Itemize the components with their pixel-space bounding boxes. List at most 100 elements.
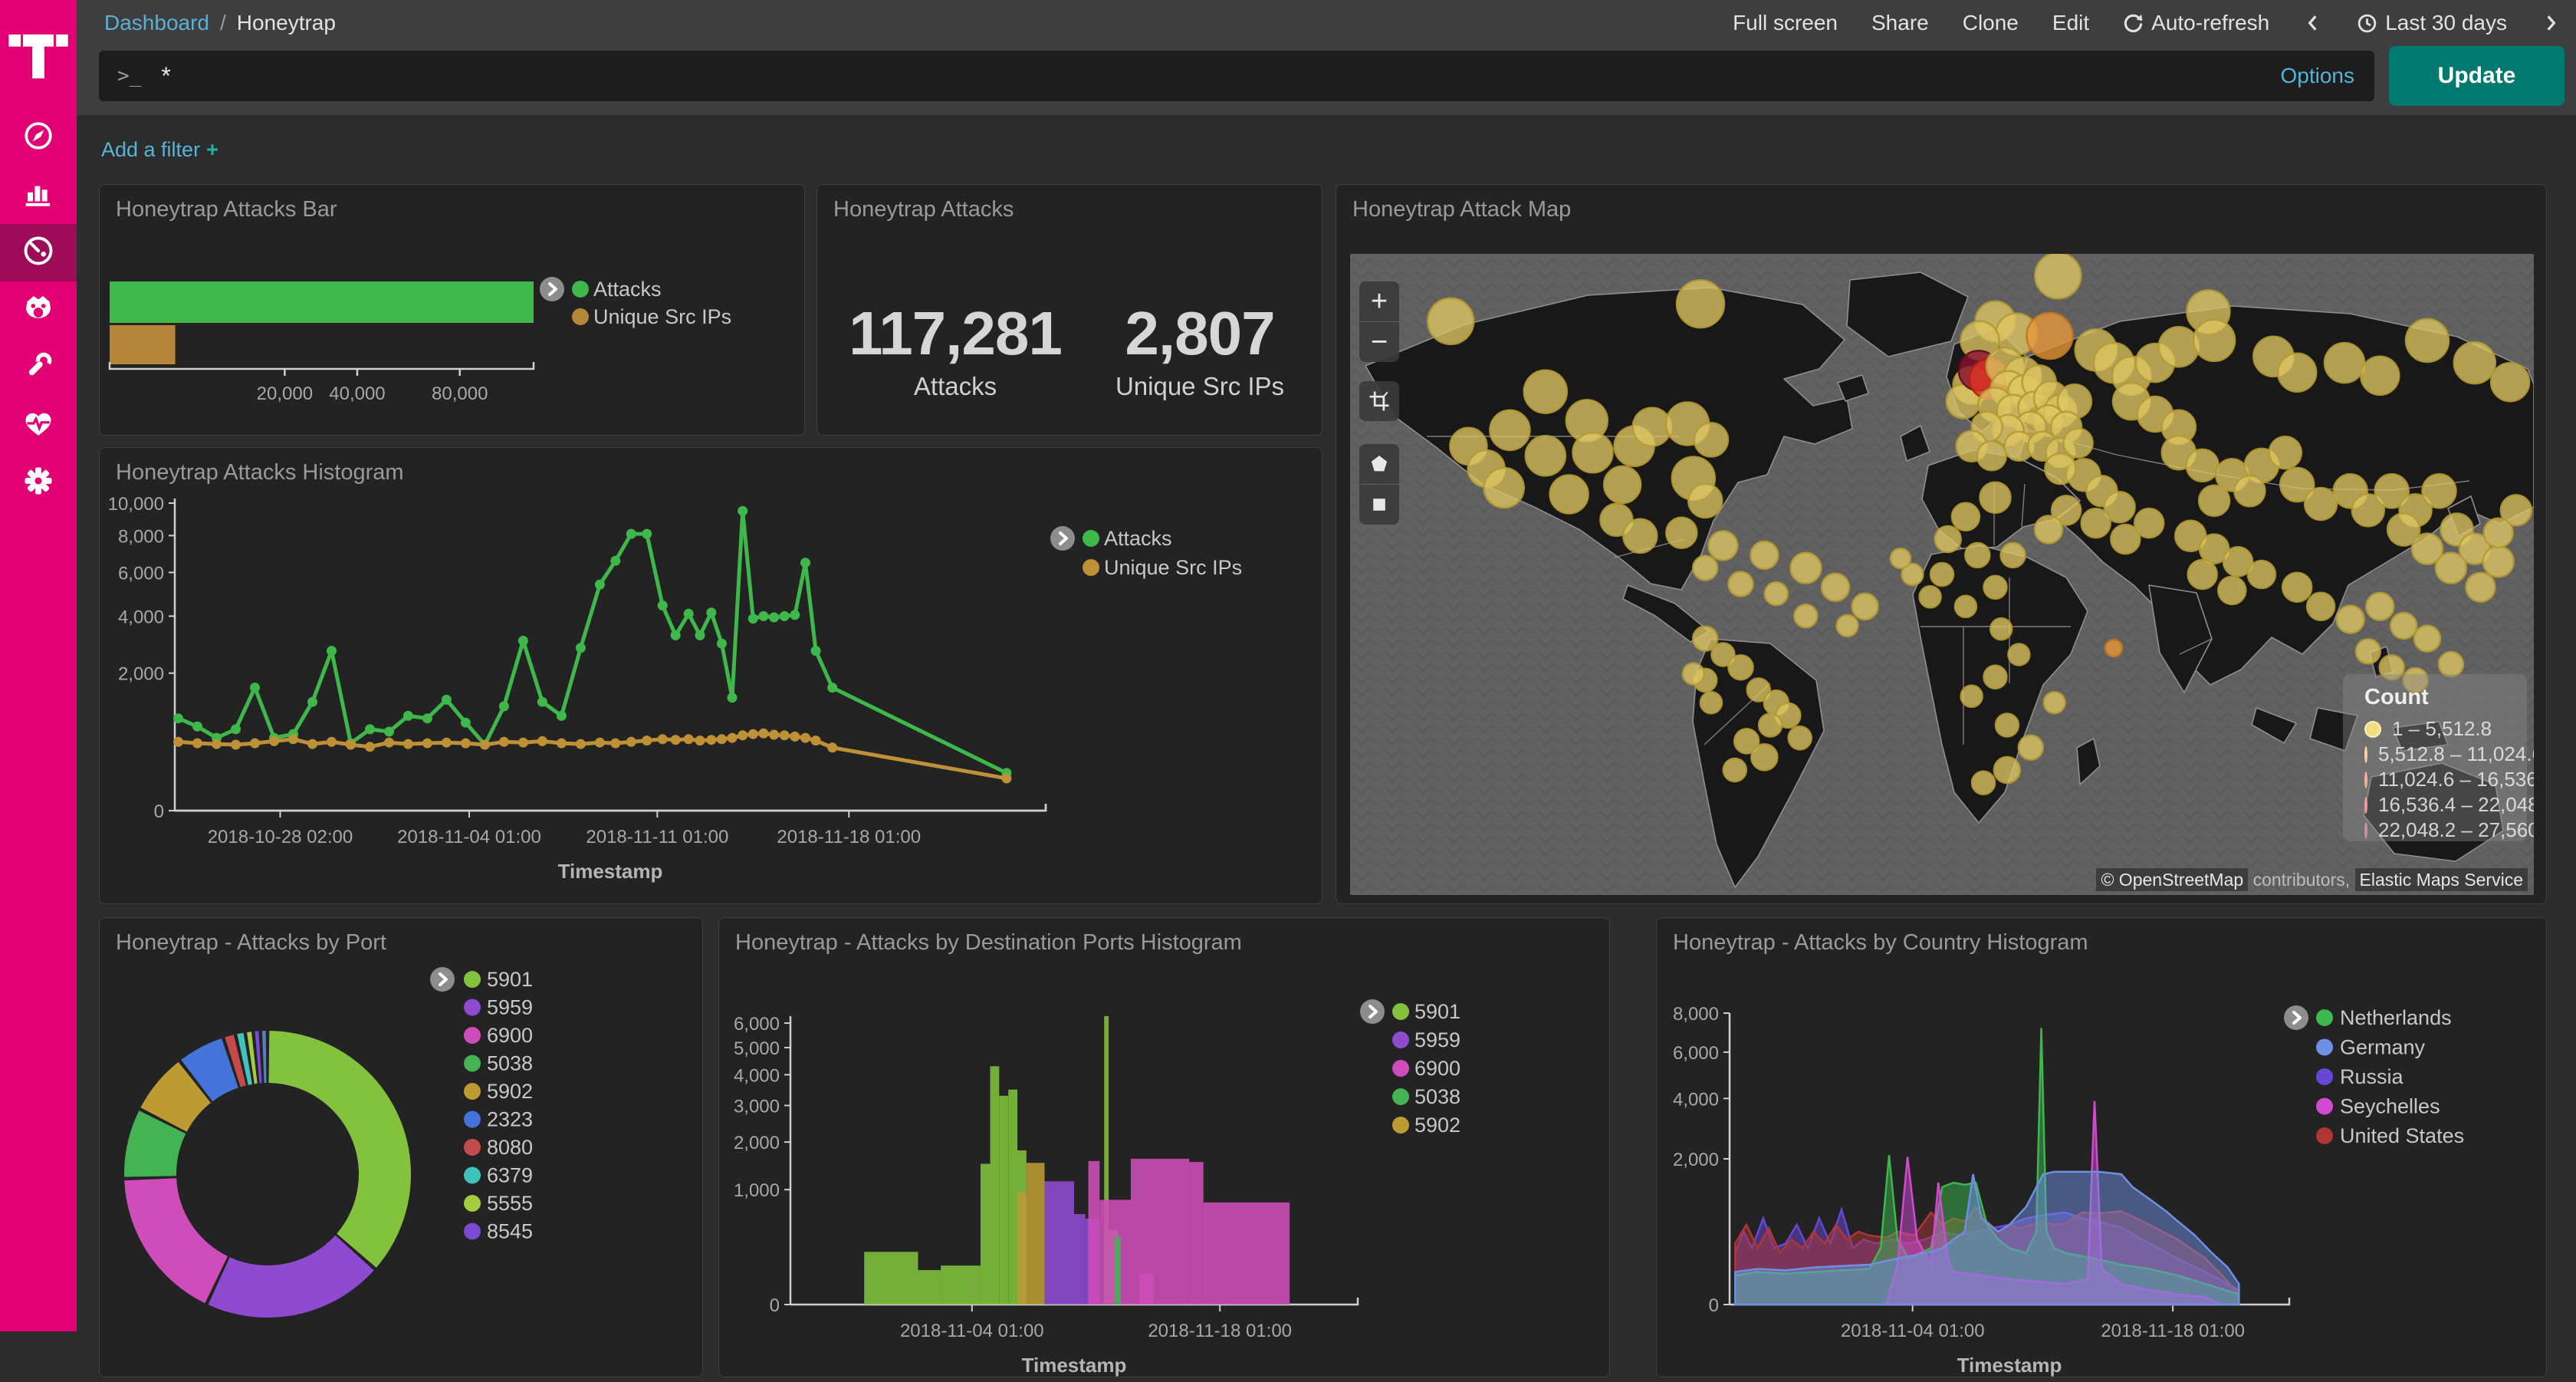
data-point[interactable] — [610, 738, 621, 749]
map-bubble[interactable] — [1483, 466, 1525, 509]
map-bubble[interactable] — [2421, 473, 2457, 509]
legend-item[interactable]: 5038 — [464, 1052, 533, 1075]
data-point[interactable] — [657, 734, 668, 745]
data-point[interactable] — [626, 736, 636, 747]
breadcrumb-dashboard-link[interactable]: Dashboard — [104, 11, 209, 35]
data-point[interactable] — [642, 528, 652, 539]
map-bubble[interactable] — [2499, 494, 2533, 527]
data-point[interactable] — [810, 646, 821, 656]
legend-item[interactable]: 5902 — [1392, 1114, 1460, 1137]
query-value[interactable]: * — [161, 61, 171, 90]
pie-slice-2323[interactable] — [181, 1038, 238, 1102]
map-bubble[interactable] — [2281, 571, 2313, 603]
data-point[interactable] — [498, 736, 509, 747]
time-step-back-button[interactable] — [2303, 13, 2323, 33]
hist-bar-6900[interactable] — [1189, 1162, 1204, 1305]
data-point[interactable] — [779, 610, 790, 621]
menu-full-screen[interactable]: Full screen — [1733, 11, 1838, 35]
data-point[interactable] — [346, 739, 356, 750]
map-bubble[interactable] — [2185, 448, 2220, 483]
data-point[interactable] — [727, 693, 738, 703]
data-point[interactable] — [610, 555, 621, 566]
map-bubble[interactable] — [2233, 475, 2266, 508]
data-point[interactable] — [212, 739, 222, 749]
map-bubble[interactable] — [2103, 490, 2136, 524]
map-bubble[interactable] — [1665, 516, 1698, 549]
time-range-picker[interactable]: Last 30 days — [2357, 11, 2507, 35]
map-bubble[interactable] — [2187, 558, 2218, 591]
legend-item[interactable]: Attacks — [1083, 527, 1172, 550]
map-bubble[interactable] — [2465, 571, 2496, 603]
legend-item[interactable]: 6900 — [464, 1024, 533, 1047]
data-point[interactable] — [670, 630, 681, 640]
pie-slice-8080[interactable] — [225, 1035, 246, 1088]
hist-bar-5901[interactable] — [990, 1066, 1000, 1305]
map-bubble[interactable] — [2197, 484, 2231, 518]
map-bubble[interactable] — [1707, 530, 1739, 561]
data-point[interactable] — [365, 742, 375, 752]
data-point[interactable] — [173, 736, 183, 747]
pie-slice-5901[interactable] — [268, 1031, 412, 1268]
data-point[interactable] — [479, 739, 490, 750]
update-button[interactable]: Update — [2389, 46, 2564, 106]
map-bubble[interactable] — [2386, 512, 2421, 547]
map-bubble[interactable] — [2453, 341, 2497, 385]
query-input[interactable]: >_ * Options — [99, 51, 2374, 101]
legend-item[interactable]: Netherlands — [2316, 1006, 2452, 1029]
legend-item[interactable]: 2323 — [464, 1108, 533, 1131]
hist-bar-5901[interactable] — [918, 1270, 941, 1305]
map-draw-rectangle-button[interactable] — [1359, 485, 1399, 525]
map-bubble[interactable] — [1787, 725, 1812, 751]
map-bubble[interactable] — [2482, 517, 2514, 548]
menu-share[interactable]: Share — [1871, 11, 1929, 35]
data-point[interactable] — [626, 528, 636, 539]
data-point[interactable] — [810, 735, 821, 746]
hist-bar-5902[interactable] — [1026, 1163, 1045, 1305]
map-bubble[interactable] — [2437, 650, 2465, 678]
map-bubble[interactable] — [1687, 482, 1723, 519]
map-bubble[interactable] — [2335, 604, 2365, 634]
data-point[interactable] — [384, 737, 394, 748]
map-bubble[interactable] — [1722, 757, 1748, 783]
legend-item[interactable]: Russia — [2316, 1065, 2404, 1088]
hist-bar-5901[interactable] — [941, 1265, 981, 1305]
data-point[interactable] — [498, 701, 509, 712]
map-bubble[interactable] — [2489, 361, 2531, 403]
data-point[interactable] — [758, 728, 769, 739]
map-bubble[interactable] — [2374, 473, 2410, 509]
legend-item[interactable]: 5038 — [1392, 1085, 1460, 1108]
map-bubble[interactable] — [1691, 625, 1719, 652]
data-point[interactable] — [327, 736, 337, 747]
legend-item[interactable]: 5901 — [1392, 1000, 1460, 1023]
map-bubble[interactable] — [1681, 662, 1706, 686]
map-bubble[interactable] — [1693, 422, 1730, 458]
map-bubble[interactable] — [1989, 617, 2013, 641]
map-bubble[interactable] — [2246, 559, 2277, 590]
data-point[interactable] — [537, 735, 547, 746]
sidebar-item-monitoring[interactable] — [0, 397, 77, 454]
map-bubble[interactable] — [2033, 515, 2064, 545]
hist-bar-5901[interactable] — [1008, 1089, 1017, 1305]
pie-slice-5555[interactable] — [247, 1032, 258, 1084]
data-point[interactable] — [288, 734, 298, 745]
map-bubble[interactable] — [1960, 684, 1983, 709]
map-bubble[interactable] — [1929, 561, 1955, 587]
map-bubble[interactable] — [2402, 666, 2429, 694]
map-bubble[interactable] — [1746, 677, 1771, 703]
map-bubble[interactable] — [2110, 523, 2141, 555]
map-bubble[interactable] — [1489, 409, 1531, 452]
legend-item[interactable]: Germany — [2316, 1036, 2426, 1059]
map-bubble[interactable] — [1934, 525, 1962, 554]
data-point[interactable] — [642, 735, 652, 746]
data-point[interactable] — [250, 683, 260, 693]
map-bubble[interactable] — [2026, 311, 2074, 360]
map-bubble[interactable] — [2305, 591, 2336, 622]
data-point[interactable] — [307, 696, 317, 707]
data-point[interactable] — [769, 729, 780, 740]
data-point[interactable] — [748, 729, 758, 739]
legend-toggle[interactable] — [1050, 526, 1075, 551]
legend-item[interactable]: 5902 — [464, 1080, 533, 1103]
bar-attacks[interactable] — [110, 281, 534, 323]
map-bubble[interactable] — [1983, 574, 2008, 600]
hist-bar-5901[interactable] — [864, 1252, 918, 1305]
